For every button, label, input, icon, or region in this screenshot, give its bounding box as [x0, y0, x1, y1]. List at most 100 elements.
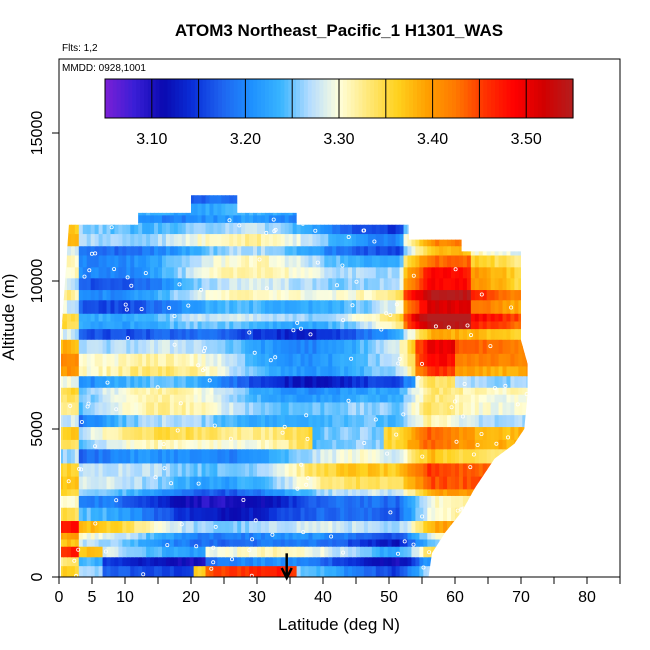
heatmap-cell [296, 520, 302, 533]
heatmap-cell [94, 353, 100, 367]
heatmap-cell [296, 339, 302, 354]
heatmap-cell [352, 507, 357, 522]
heatmap-cell [86, 245, 92, 256]
heatmap-cell [427, 475, 432, 490]
heatmap-cell [415, 233, 421, 247]
heatmap-cell [249, 328, 254, 340]
heatmap-cell [229, 507, 234, 522]
heatmap-cell [324, 488, 329, 496]
heatmap-cell [407, 233, 413, 247]
heatmap-cell [213, 202, 219, 216]
heatmap-cell [316, 401, 322, 416]
heatmap-cell [383, 546, 389, 558]
heatmap-cell [447, 462, 452, 477]
heatmap-cell [308, 532, 314, 540]
heatmap-cell [375, 556, 381, 567]
heatmap-cell [221, 266, 227, 279]
heatmap-cell [94, 387, 100, 395]
heatmap-cell [138, 233, 143, 247]
heatmap-cell [371, 328, 377, 340]
heatmap-cell [61, 507, 64, 522]
heatmap-cell [225, 565, 230, 577]
sample-point [247, 548, 252, 553]
heatmap-cell [150, 439, 155, 450]
heatmap-cell [455, 426, 460, 440]
x-tick-label: 70 [512, 589, 530, 606]
heatmap-cell [272, 565, 278, 577]
heatmap-cell [308, 339, 314, 354]
colorbar-swatch [214, 79, 219, 118]
heatmap-cell [257, 245, 262, 256]
heatmap-cell [336, 245, 341, 256]
heatmap-cell [249, 375, 254, 388]
heatmap-cell [288, 254, 294, 268]
heatmap-cell [102, 538, 108, 547]
sample-point [291, 328, 296, 333]
heatmap-cell [253, 507, 258, 522]
heatmap-cell [411, 299, 417, 314]
heatmap-cell [253, 233, 258, 247]
heatmap-cell [458, 233, 464, 247]
heatmap-cell [312, 538, 318, 547]
heatmap-cell [106, 313, 112, 322]
heatmap-cell [407, 289, 413, 301]
heatmap-cell [102, 222, 108, 235]
heatmap-cell [419, 475, 425, 490]
heatmap-cell [70, 532, 76, 540]
heatmap-cell [328, 556, 333, 567]
heatmap-cell [165, 328, 171, 340]
heatmap-cell [229, 339, 234, 354]
heatmap-cell [241, 401, 246, 416]
heatmap-cell [391, 266, 397, 279]
heatmap-cell [458, 375, 464, 388]
heatmap-cell [213, 556, 219, 567]
heatmap-cell [478, 266, 484, 279]
heatmap-cell [257, 299, 262, 314]
sample-point [271, 217, 276, 222]
sample-point [175, 428, 180, 433]
heatmap-cell [142, 328, 147, 340]
heatmap-cell [352, 393, 357, 403]
heatmap-cell [423, 556, 428, 567]
heatmap-cell [359, 448, 365, 464]
heatmap-cell [66, 277, 72, 291]
heatmap-cell [225, 439, 230, 450]
heatmap-cell [118, 538, 124, 547]
heatmap-cell [359, 414, 365, 428]
heatmap-cell [114, 462, 120, 477]
heatmap-cell [154, 439, 159, 450]
heatmap-cell [114, 475, 120, 490]
heatmap-cell [86, 532, 92, 540]
heatmap-cell [320, 462, 326, 477]
heatmap-cell [86, 289, 92, 301]
heatmap-cell [304, 328, 310, 340]
heatmap-cell [189, 266, 195, 279]
heatmap-cell [173, 401, 179, 416]
heatmap-cell [197, 532, 203, 540]
heatmap-cell [375, 401, 381, 416]
heatmap-cell [280, 488, 286, 496]
sample-point [89, 251, 94, 256]
heatmap-cell [189, 462, 195, 477]
heatmap-cell [411, 365, 417, 377]
heatmap-cell [482, 277, 488, 291]
sample-point [103, 549, 108, 554]
heatmap-cell [474, 365, 480, 377]
heatmap-cell [197, 439, 203, 450]
heatmap-cell [470, 414, 476, 428]
heatmap-cell [272, 353, 278, 367]
heatmap-cell [264, 254, 270, 268]
heatmap-cell [300, 393, 306, 403]
heatmap-cell [462, 488, 468, 496]
heatmap-cell [189, 254, 195, 268]
heatmap-cell [359, 245, 365, 256]
heatmap-cell [280, 414, 286, 428]
heatmap-cell [62, 320, 68, 330]
heatmap-cell [130, 556, 135, 567]
heatmap-cell [427, 289, 432, 301]
heatmap-cell [138, 426, 143, 440]
heatmap-cell [217, 448, 223, 464]
heatmap-cell [62, 495, 68, 508]
heatmap-cell [379, 353, 385, 367]
heatmap-cell [221, 233, 227, 247]
